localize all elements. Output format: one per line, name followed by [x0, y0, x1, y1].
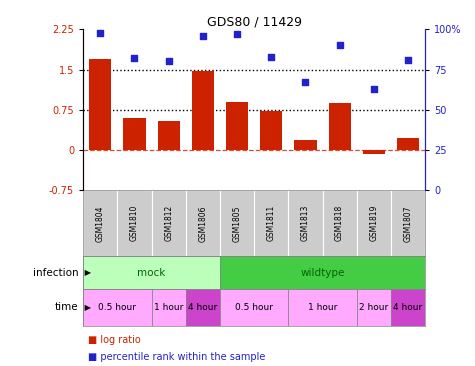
- Bar: [186, 190, 220, 256]
- Bar: [288, 190, 323, 256]
- Bar: [220, 289, 288, 326]
- Bar: [158, 120, 180, 150]
- Text: GSM1810: GSM1810: [130, 205, 139, 242]
- Bar: [192, 71, 214, 150]
- Text: 4 hour: 4 hour: [393, 303, 423, 312]
- Point: [267, 54, 275, 60]
- Bar: [117, 190, 152, 256]
- Text: GSM1806: GSM1806: [199, 205, 207, 242]
- Bar: [89, 59, 111, 150]
- Bar: [391, 289, 425, 326]
- Text: wildtype: wildtype: [300, 268, 345, 278]
- Text: infection: infection: [33, 268, 78, 278]
- Bar: [357, 190, 391, 256]
- Text: GSM1818: GSM1818: [335, 205, 344, 242]
- Text: GSM1812: GSM1812: [164, 205, 173, 242]
- Point: [302, 79, 309, 85]
- Bar: [220, 256, 425, 289]
- Bar: [294, 141, 316, 150]
- Point: [233, 31, 241, 37]
- Text: 1 hour: 1 hour: [308, 303, 337, 312]
- Bar: [323, 190, 357, 256]
- Point: [370, 86, 378, 92]
- Text: GSM1811: GSM1811: [267, 205, 276, 242]
- Text: 0.5 hour: 0.5 hour: [98, 303, 136, 312]
- Text: GSM1807: GSM1807: [404, 205, 412, 242]
- Bar: [329, 103, 351, 150]
- Text: ■ percentile rank within the sample: ■ percentile rank within the sample: [88, 352, 265, 362]
- Bar: [220, 190, 254, 256]
- Bar: [83, 190, 117, 256]
- Point: [131, 55, 138, 61]
- Bar: [226, 102, 248, 150]
- Bar: [357, 289, 391, 326]
- Text: GSM1813: GSM1813: [301, 205, 310, 242]
- Text: GSM1805: GSM1805: [233, 205, 241, 242]
- Text: ▶: ▶: [82, 268, 91, 277]
- Text: GSM1804: GSM1804: [96, 205, 104, 242]
- Bar: [391, 190, 425, 256]
- Bar: [83, 289, 152, 326]
- Point: [199, 33, 207, 39]
- Bar: [260, 111, 282, 150]
- Bar: [83, 256, 220, 289]
- Text: ■ log ratio: ■ log ratio: [88, 335, 141, 346]
- Text: 0.5 hour: 0.5 hour: [235, 303, 273, 312]
- Title: GDS80 / 11429: GDS80 / 11429: [207, 15, 302, 28]
- Point: [336, 42, 343, 48]
- Bar: [254, 190, 288, 256]
- Bar: [288, 289, 357, 326]
- Bar: [363, 150, 385, 154]
- Text: 1 hour: 1 hour: [154, 303, 183, 312]
- Bar: [124, 118, 145, 150]
- Bar: [397, 138, 419, 150]
- Point: [165, 59, 172, 64]
- Text: 4 hour: 4 hour: [188, 303, 218, 312]
- Text: GSM1819: GSM1819: [370, 205, 378, 242]
- Point: [404, 57, 412, 63]
- Text: time: time: [55, 302, 78, 313]
- Bar: [186, 289, 220, 326]
- Point: [96, 30, 104, 36]
- Bar: [152, 190, 186, 256]
- Text: mock: mock: [137, 268, 166, 278]
- Text: ▶: ▶: [82, 303, 91, 312]
- Bar: [152, 289, 186, 326]
- Text: 2 hour: 2 hour: [359, 303, 389, 312]
